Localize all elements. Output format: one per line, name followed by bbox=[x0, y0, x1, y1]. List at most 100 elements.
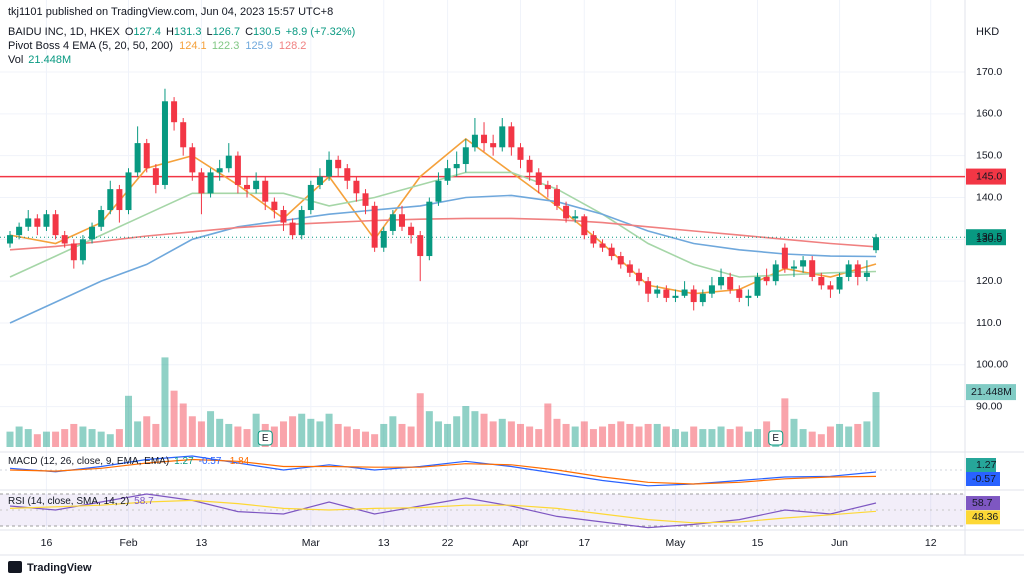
volume-bar bbox=[362, 431, 370, 447]
rsi-title: RSI (14, close, SMA, 14, 2) bbox=[8, 496, 129, 507]
close-value: 130.5 bbox=[253, 26, 281, 38]
candle-body bbox=[89, 226, 96, 240]
volume-bar bbox=[125, 395, 133, 447]
volume-bar bbox=[389, 416, 397, 447]
candle-body bbox=[307, 184, 314, 211]
candle-body bbox=[234, 155, 241, 185]
rsi-label: 58.7 bbox=[972, 497, 993, 509]
candle-body bbox=[398, 214, 405, 227]
volume-bar bbox=[161, 357, 169, 447]
x-tick-label: May bbox=[666, 537, 687, 549]
candle-body bbox=[772, 264, 779, 282]
volume-bar bbox=[644, 423, 652, 447]
ohlc-letter: O bbox=[125, 26, 134, 38]
volume-bar bbox=[617, 421, 625, 447]
candle-body bbox=[171, 101, 178, 123]
candle-body bbox=[271, 201, 278, 211]
volume-bar bbox=[562, 423, 570, 447]
event-label: E bbox=[772, 433, 779, 444]
candle-body bbox=[216, 168, 223, 173]
y-tick-label: 140.0 bbox=[976, 191, 1002, 203]
currency: HKD bbox=[976, 26, 999, 38]
ohlc-letter: L bbox=[206, 26, 212, 38]
volume-bar bbox=[179, 403, 187, 447]
volume-bar bbox=[252, 413, 260, 447]
x-tick-label: 22 bbox=[442, 537, 454, 549]
volume-bar bbox=[325, 413, 333, 447]
candle-body bbox=[335, 159, 342, 169]
volume-bar bbox=[453, 416, 461, 447]
candle-body bbox=[663, 289, 670, 298]
volume-bar bbox=[243, 429, 251, 447]
volume-bar bbox=[152, 423, 160, 447]
low-value: 126.7 bbox=[213, 26, 241, 38]
volume-bar bbox=[799, 429, 807, 447]
volume-bar bbox=[88, 429, 96, 447]
volume-bar bbox=[143, 416, 151, 447]
rsi-line bbox=[9, 499, 877, 524]
candle-body bbox=[70, 243, 77, 261]
x-tick-label: 13 bbox=[378, 537, 390, 549]
symbol: BAIDU INC, 1D, HKEX bbox=[8, 26, 121, 38]
volume-bar bbox=[343, 426, 351, 447]
candle-body bbox=[544, 184, 551, 190]
candle-body bbox=[754, 276, 761, 296]
indicator-header: Pivot Boss 4 EMA (5, 20, 50, 200) 124.1 12… bbox=[8, 40, 306, 52]
x-tick-label: Feb bbox=[119, 537, 137, 549]
candle-body bbox=[873, 237, 880, 251]
candle-body bbox=[499, 126, 506, 148]
macd-hist-box bbox=[966, 458, 996, 472]
y-tick-label: 100.00 bbox=[976, 359, 1008, 371]
macd-line bbox=[9, 458, 877, 485]
volume-bar bbox=[398, 423, 406, 447]
level-label-box bbox=[966, 168, 1006, 185]
volume-bar bbox=[708, 429, 716, 447]
volume-bar bbox=[507, 421, 515, 447]
candle-body bbox=[645, 281, 652, 294]
candle-body bbox=[262, 180, 269, 202]
ema-value: 124.1 bbox=[179, 40, 206, 52]
candle-body bbox=[708, 285, 715, 294]
macd-hist-value: 1.27 bbox=[174, 456, 194, 467]
ema-line bbox=[9, 171, 877, 278]
volume-bar bbox=[106, 434, 114, 447]
candle-body bbox=[845, 264, 852, 277]
volume-bar bbox=[498, 418, 506, 447]
volume-bar bbox=[863, 421, 871, 447]
candle-body bbox=[344, 168, 351, 181]
candle-body bbox=[863, 272, 870, 277]
candle-body bbox=[61, 235, 68, 244]
candle-body bbox=[699, 293, 706, 303]
candle-body bbox=[526, 159, 533, 173]
volume-bar bbox=[434, 421, 442, 447]
volume-bar bbox=[234, 426, 242, 447]
candle-body bbox=[116, 189, 123, 211]
brand: TradingView bbox=[27, 562, 92, 574]
volume-bar bbox=[571, 426, 579, 447]
event-label: E bbox=[262, 433, 269, 444]
volume-bar bbox=[526, 426, 534, 447]
candle-body bbox=[79, 239, 86, 261]
macd-value: -0.57 bbox=[199, 456, 222, 467]
candle-body bbox=[681, 289, 688, 296]
ohlc-letter: C bbox=[245, 26, 253, 38]
x-tick-label: Apr bbox=[512, 537, 529, 549]
candle-body bbox=[389, 214, 396, 231]
volume-bar bbox=[744, 431, 752, 447]
volume-bar bbox=[553, 418, 561, 447]
high-value: 131.3 bbox=[174, 26, 202, 38]
candle-body bbox=[727, 276, 734, 290]
candle-body bbox=[453, 164, 460, 169]
candle-body bbox=[836, 276, 843, 290]
last-price-label: 130.5 bbox=[976, 231, 1002, 243]
rsi-sma-box bbox=[966, 510, 1000, 525]
marks: 145.0 130.5 21.448M E E 1.27 -0.57 58.7 48.36 bbox=[0, 88, 1016, 529]
candle-body bbox=[827, 285, 834, 290]
candle-body bbox=[198, 172, 205, 194]
volume-bar bbox=[444, 423, 452, 447]
candle-body bbox=[316, 176, 323, 185]
candle-body bbox=[417, 235, 424, 257]
candle-body bbox=[617, 256, 624, 265]
